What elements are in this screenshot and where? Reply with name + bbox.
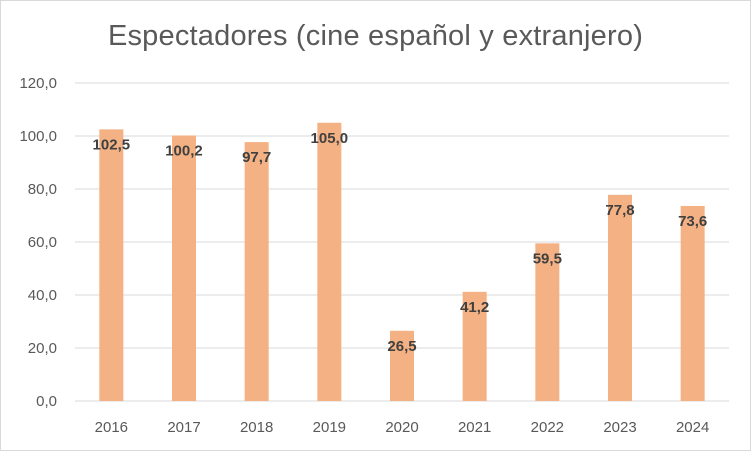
bar-2018: [244, 142, 269, 401]
x-tick-label: 2017: [167, 419, 200, 436]
data-label-2020: 26,5: [387, 338, 416, 355]
x-tick-label: 2023: [603, 419, 636, 436]
data-label-2021: 41,2: [460, 299, 489, 316]
bar-2020: [390, 330, 414, 401]
x-axis-ticks: 2016 2017 2018 2019 2020 2021 2022 2023 2024: [95, 419, 710, 436]
data-label-2023: 77,8: [605, 202, 634, 219]
bar-2016: [99, 129, 124, 401]
bar-2021: [462, 291, 487, 401]
y-tick-label: 80,0: [28, 181, 57, 198]
x-tick-label: 2021: [458, 419, 491, 436]
y-tick-label: 0,0: [36, 393, 57, 410]
data-label-2018: 97,7: [242, 149, 271, 166]
y-tick-label: 40,0: [28, 287, 57, 304]
data-labels: 102,5 100,2 97,7 105,0 26,5 41,2 59,5 77,8 73,6: [93, 130, 708, 355]
bar-2019: [317, 122, 342, 401]
y-tick-label: 100,0: [19, 128, 57, 145]
x-tick-label: 2020: [385, 419, 418, 436]
x-tick-label: 2016: [95, 419, 128, 436]
data-label-2022: 59,5: [533, 250, 562, 267]
y-tick-label: 60,0: [28, 234, 57, 251]
data-label-2019: 105,0: [311, 130, 349, 147]
x-tick-label: 2019: [313, 419, 346, 436]
bar-2017: [172, 135, 196, 401]
x-tick-label: 2018: [240, 419, 273, 436]
x-tick-label: 2022: [531, 419, 564, 436]
bar-2022: [535, 243, 560, 401]
bar-2023: [608, 194, 632, 401]
y-axis-ticks: 0,0 20,0 40,0 60,0 80,0 100,0 120,0: [19, 75, 57, 410]
y-tick-label: 120,0: [19, 75, 57, 92]
x-tick-label: 2024: [676, 419, 709, 436]
chart-title: Espectadores (cine español y extranjero): [107, 20, 644, 52]
y-tick-label: 20,0: [28, 340, 57, 357]
bars: [99, 122, 705, 401]
data-label-2024: 73,6: [678, 213, 707, 230]
bar-2024: [680, 205, 705, 401]
data-label-2016: 102,5: [93, 136, 131, 153]
data-label-2017: 100,2: [165, 142, 203, 159]
